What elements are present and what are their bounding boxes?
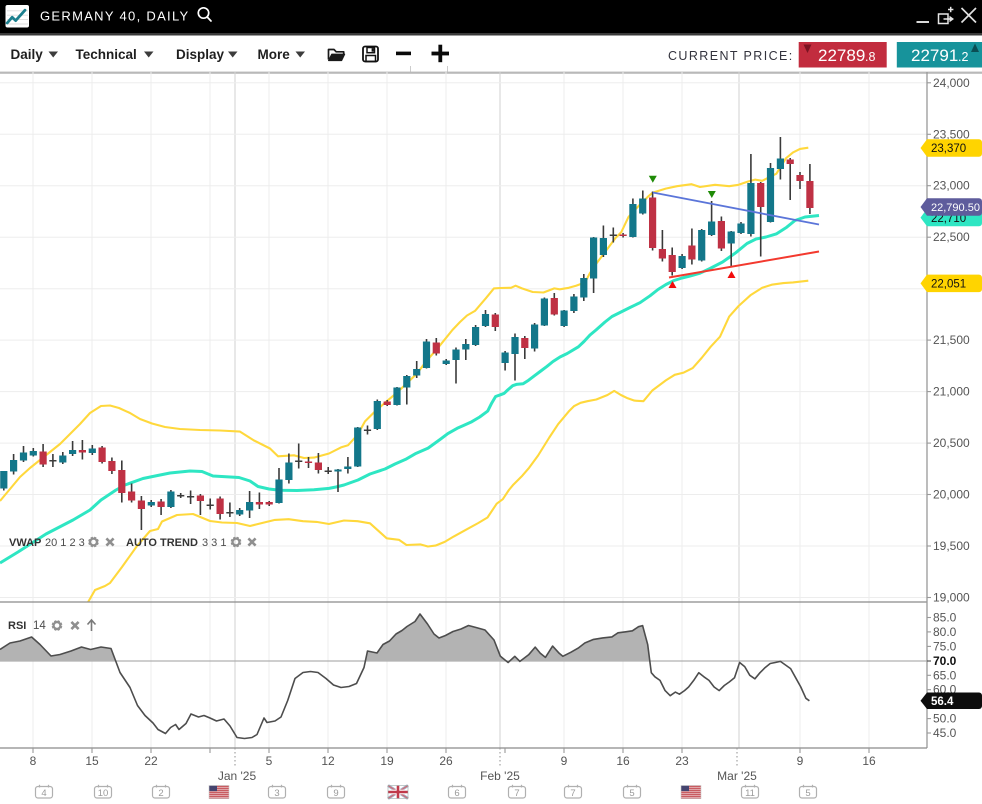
svg-text:22,051: 22,051 [931,279,966,291]
svg-text:Technical: Technical [76,47,137,62]
svg-text:45.0: 45.0 [933,726,957,740]
svg-text:GERMANY 40, DAILY: GERMANY 40, DAILY [40,9,190,24]
svg-text:Feb '25: Feb '25 [480,769,520,783]
svg-text:22791: 22791 [911,46,958,65]
svg-text:2: 2 [158,788,163,799]
svg-text:16: 16 [862,754,876,768]
svg-text:22,790.50: 22,790.50 [931,202,980,214]
svg-text:8: 8 [30,754,37,768]
svg-text:RSI: RSI [8,620,26,632]
svg-text:70.0: 70.0 [933,654,957,668]
svg-text:.8: .8 [865,50,875,64]
svg-text:7: 7 [570,788,575,799]
svg-text:15: 15 [85,754,99,768]
svg-text:23,000: 23,000 [933,179,970,193]
svg-text:Daily: Daily [11,47,44,62]
svg-text:21,500: 21,500 [933,333,970,347]
svg-text:5: 5 [805,788,810,799]
svg-text:65.0: 65.0 [933,668,957,682]
svg-text:22,500: 22,500 [933,230,970,244]
svg-text:24,000: 24,000 [933,76,970,90]
svg-text:3 3 1: 3 3 1 [202,537,226,549]
svg-text:3: 3 [274,788,279,799]
svg-text:VWAP: VWAP [9,537,41,549]
svg-text:20,000: 20,000 [933,488,970,502]
svg-text:20,500: 20,500 [933,436,970,450]
svg-text:22789: 22789 [818,46,865,65]
svg-text:CURRENT PRICE:: CURRENT PRICE: [668,49,794,63]
svg-text:19,500: 19,500 [933,539,970,553]
svg-text:16: 16 [616,754,630,768]
svg-text:Display: Display [176,47,225,62]
svg-text:22: 22 [144,754,158,768]
svg-text:19,000: 19,000 [933,591,970,605]
svg-text:More: More [258,47,291,62]
svg-text:12: 12 [321,754,335,768]
svg-text:10: 10 [98,788,109,799]
svg-text:4: 4 [41,788,46,799]
svg-text:5: 5 [266,754,273,768]
svg-text:11: 11 [745,788,755,799]
svg-text:50.0: 50.0 [933,712,957,726]
svg-text:80.0: 80.0 [933,625,957,639]
svg-text:6: 6 [454,788,459,799]
svg-text:26: 26 [439,754,453,768]
svg-text:20 1 2 3: 20 1 2 3 [45,537,85,549]
svg-text:75.0: 75.0 [933,639,957,653]
svg-text:5: 5 [629,788,634,799]
svg-text:23,500: 23,500 [933,127,970,141]
svg-text:7: 7 [514,788,519,799]
svg-text:23: 23 [675,754,689,768]
svg-text:14: 14 [33,620,46,632]
svg-text:56.4: 56.4 [931,696,954,708]
svg-text:Mar '25: Mar '25 [717,769,757,783]
svg-text:9: 9 [561,754,568,768]
svg-text:21,000: 21,000 [933,385,970,399]
svg-text:9: 9 [797,754,804,768]
svg-text:19: 19 [380,754,394,768]
svg-text:Jan '25: Jan '25 [218,769,257,783]
svg-text:9: 9 [333,788,338,799]
svg-text:AUTO TREND: AUTO TREND [126,537,198,549]
svg-text:23,370: 23,370 [931,143,966,155]
svg-text:85.0: 85.0 [933,611,957,625]
svg-text:.2: .2 [958,50,968,64]
